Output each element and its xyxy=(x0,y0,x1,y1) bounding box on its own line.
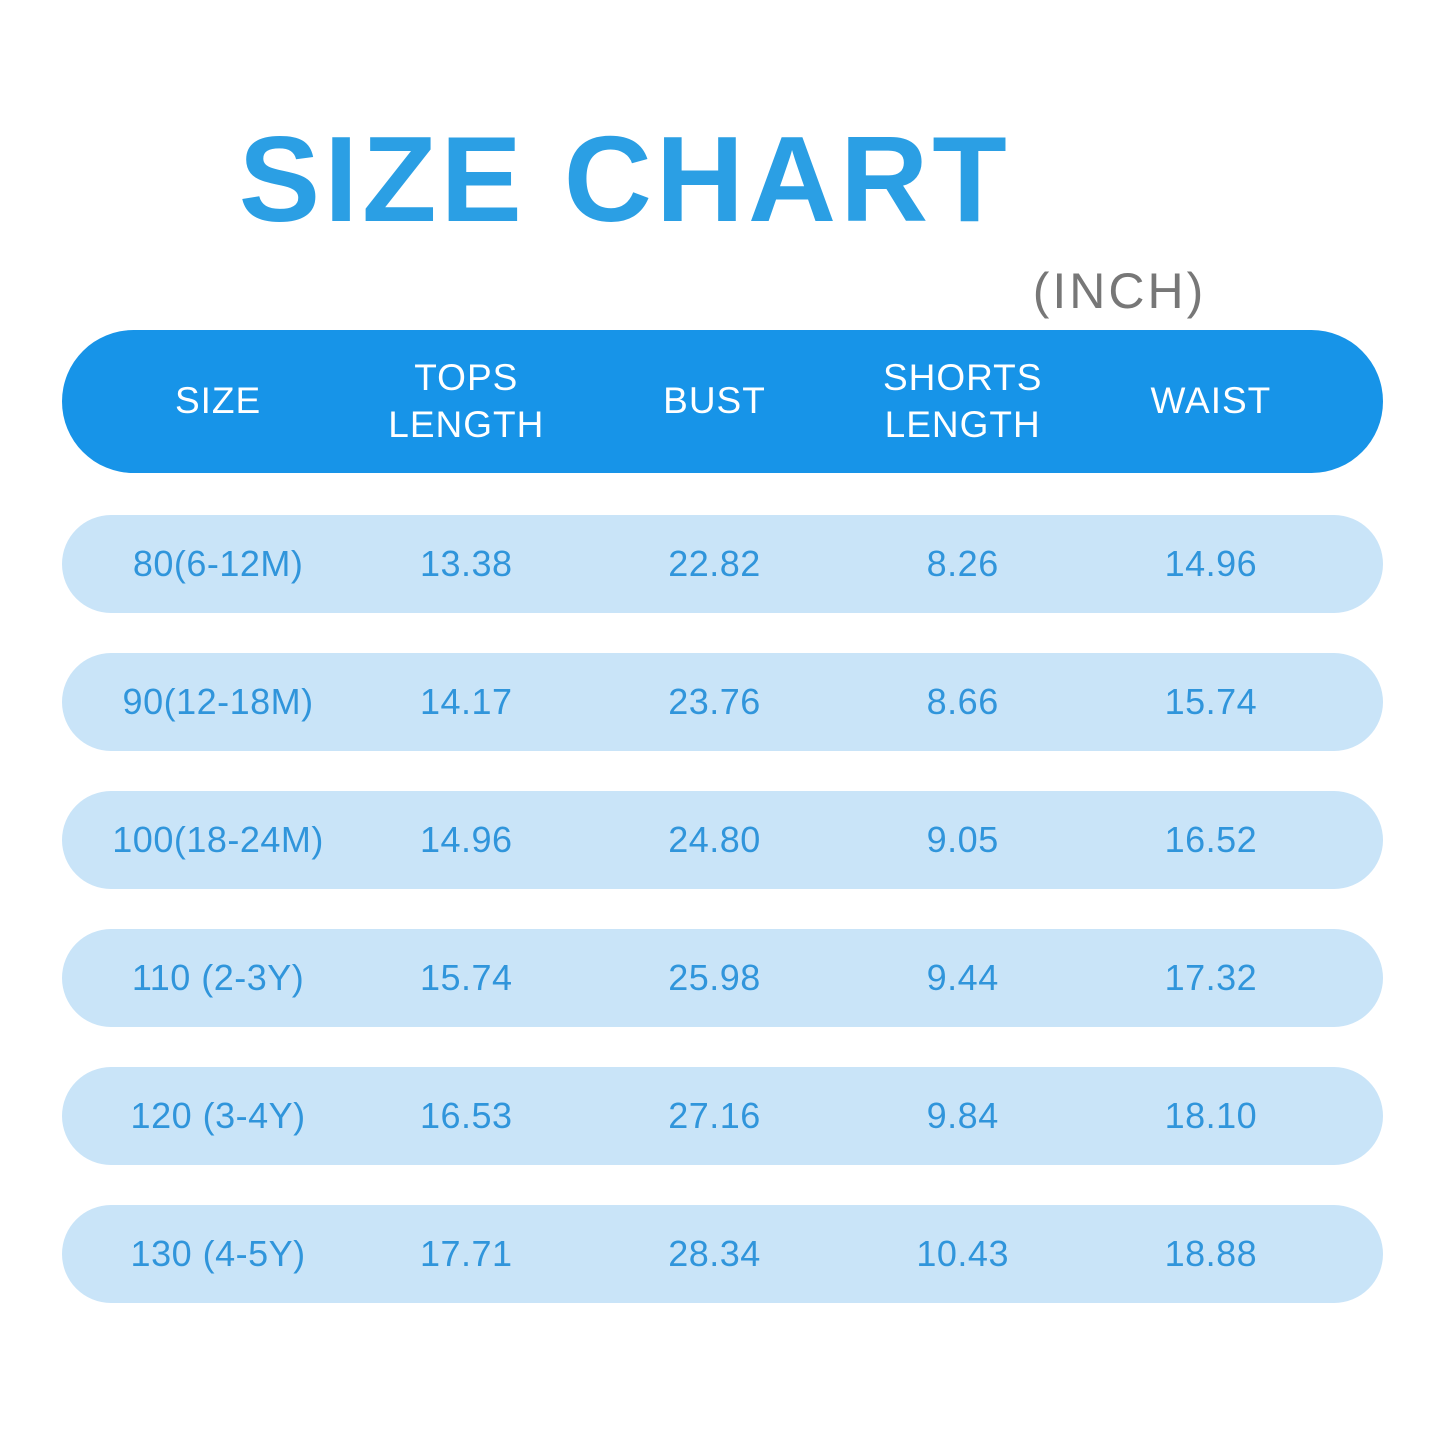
bust-cell: 25.98 xyxy=(668,957,761,998)
header-cell-size: SIZE xyxy=(174,380,262,422)
waist-cell: 17.32 xyxy=(1164,957,1258,998)
table-row: 120 (3-4Y) 16.53 27.16 9.84 18.10 xyxy=(62,1067,1383,1165)
tops-length-cell: 14.17 xyxy=(419,681,513,722)
tops-length-cell: 14.96 xyxy=(419,819,513,860)
header-cell-waist: WAIST xyxy=(1150,380,1272,422)
page-title: SIZE CHART xyxy=(238,111,1011,247)
table-row: 130 (4-5Y) 17.71 28.34 10.43 18.88 xyxy=(62,1205,1383,1303)
tops-length-cell: 15.74 xyxy=(419,957,513,998)
shorts-length-cell: 8.66 xyxy=(926,681,999,722)
shorts-length-cell: 9.44 xyxy=(926,957,999,998)
size-table: SIZE TOPS LENGTH BUST SHORTS LENGTH WAIS… xyxy=(62,330,1383,1303)
bust-cell: 28.34 xyxy=(668,1233,761,1274)
table-row: 110 (2-3Y) 15.74 25.98 9.44 17.32 xyxy=(62,929,1383,1027)
waist-cell: 15.74 xyxy=(1164,681,1258,722)
size-cell: 80(6-12M) xyxy=(132,543,304,584)
unit-label: (INCH) xyxy=(1032,263,1207,319)
table-row: 90(12-18M) 14.17 23.76 8.66 15.74 xyxy=(62,653,1383,751)
bust-cell: 22.82 xyxy=(668,543,761,584)
waist-cell: 14.96 xyxy=(1164,543,1258,584)
header-cell-bust: BUST xyxy=(663,380,766,422)
size-cell: 90(12-18M) xyxy=(122,681,314,722)
size-cell: 130 (4-5Y) xyxy=(130,1233,306,1274)
table-row: 100(18-24M) 14.96 24.80 9.05 16.52 xyxy=(62,791,1383,889)
waist-cell: 18.10 xyxy=(1164,1095,1258,1136)
header-cell-tops-length: TOPS LENGTH xyxy=(388,357,545,445)
shorts-length-cell: 10.43 xyxy=(916,1233,1009,1274)
header-cell-shorts-length: SHORTS LENGTH xyxy=(882,357,1043,445)
tops-length-cell: 17.71 xyxy=(419,1233,513,1274)
table-row: 80(6-12M) 13.38 22.82 8.26 14.96 xyxy=(62,515,1383,613)
tops-length-cell: 16.53 xyxy=(419,1095,513,1136)
title-block: SIZE CHART (INCH) xyxy=(0,0,1445,330)
waist-cell: 16.52 xyxy=(1164,819,1258,860)
waist-cell: 18.88 xyxy=(1164,1233,1258,1274)
tops-length-cell: 13.38 xyxy=(419,543,513,584)
size-cell: 110 (2-3Y) xyxy=(131,957,305,998)
bust-cell: 27.16 xyxy=(668,1095,761,1136)
bust-cell: 24.80 xyxy=(668,819,761,860)
shorts-length-cell: 9.05 xyxy=(926,819,999,860)
size-cell: 120 (3-4Y) xyxy=(130,1095,306,1136)
bust-cell: 23.76 xyxy=(668,681,761,722)
shorts-length-cell: 8.26 xyxy=(926,543,999,584)
shorts-length-cell: 9.84 xyxy=(926,1095,999,1136)
table-header-row: SIZE TOPS LENGTH BUST SHORTS LENGTH WAIS… xyxy=(62,330,1383,473)
size-cell: 100(18-24M) xyxy=(112,819,324,860)
